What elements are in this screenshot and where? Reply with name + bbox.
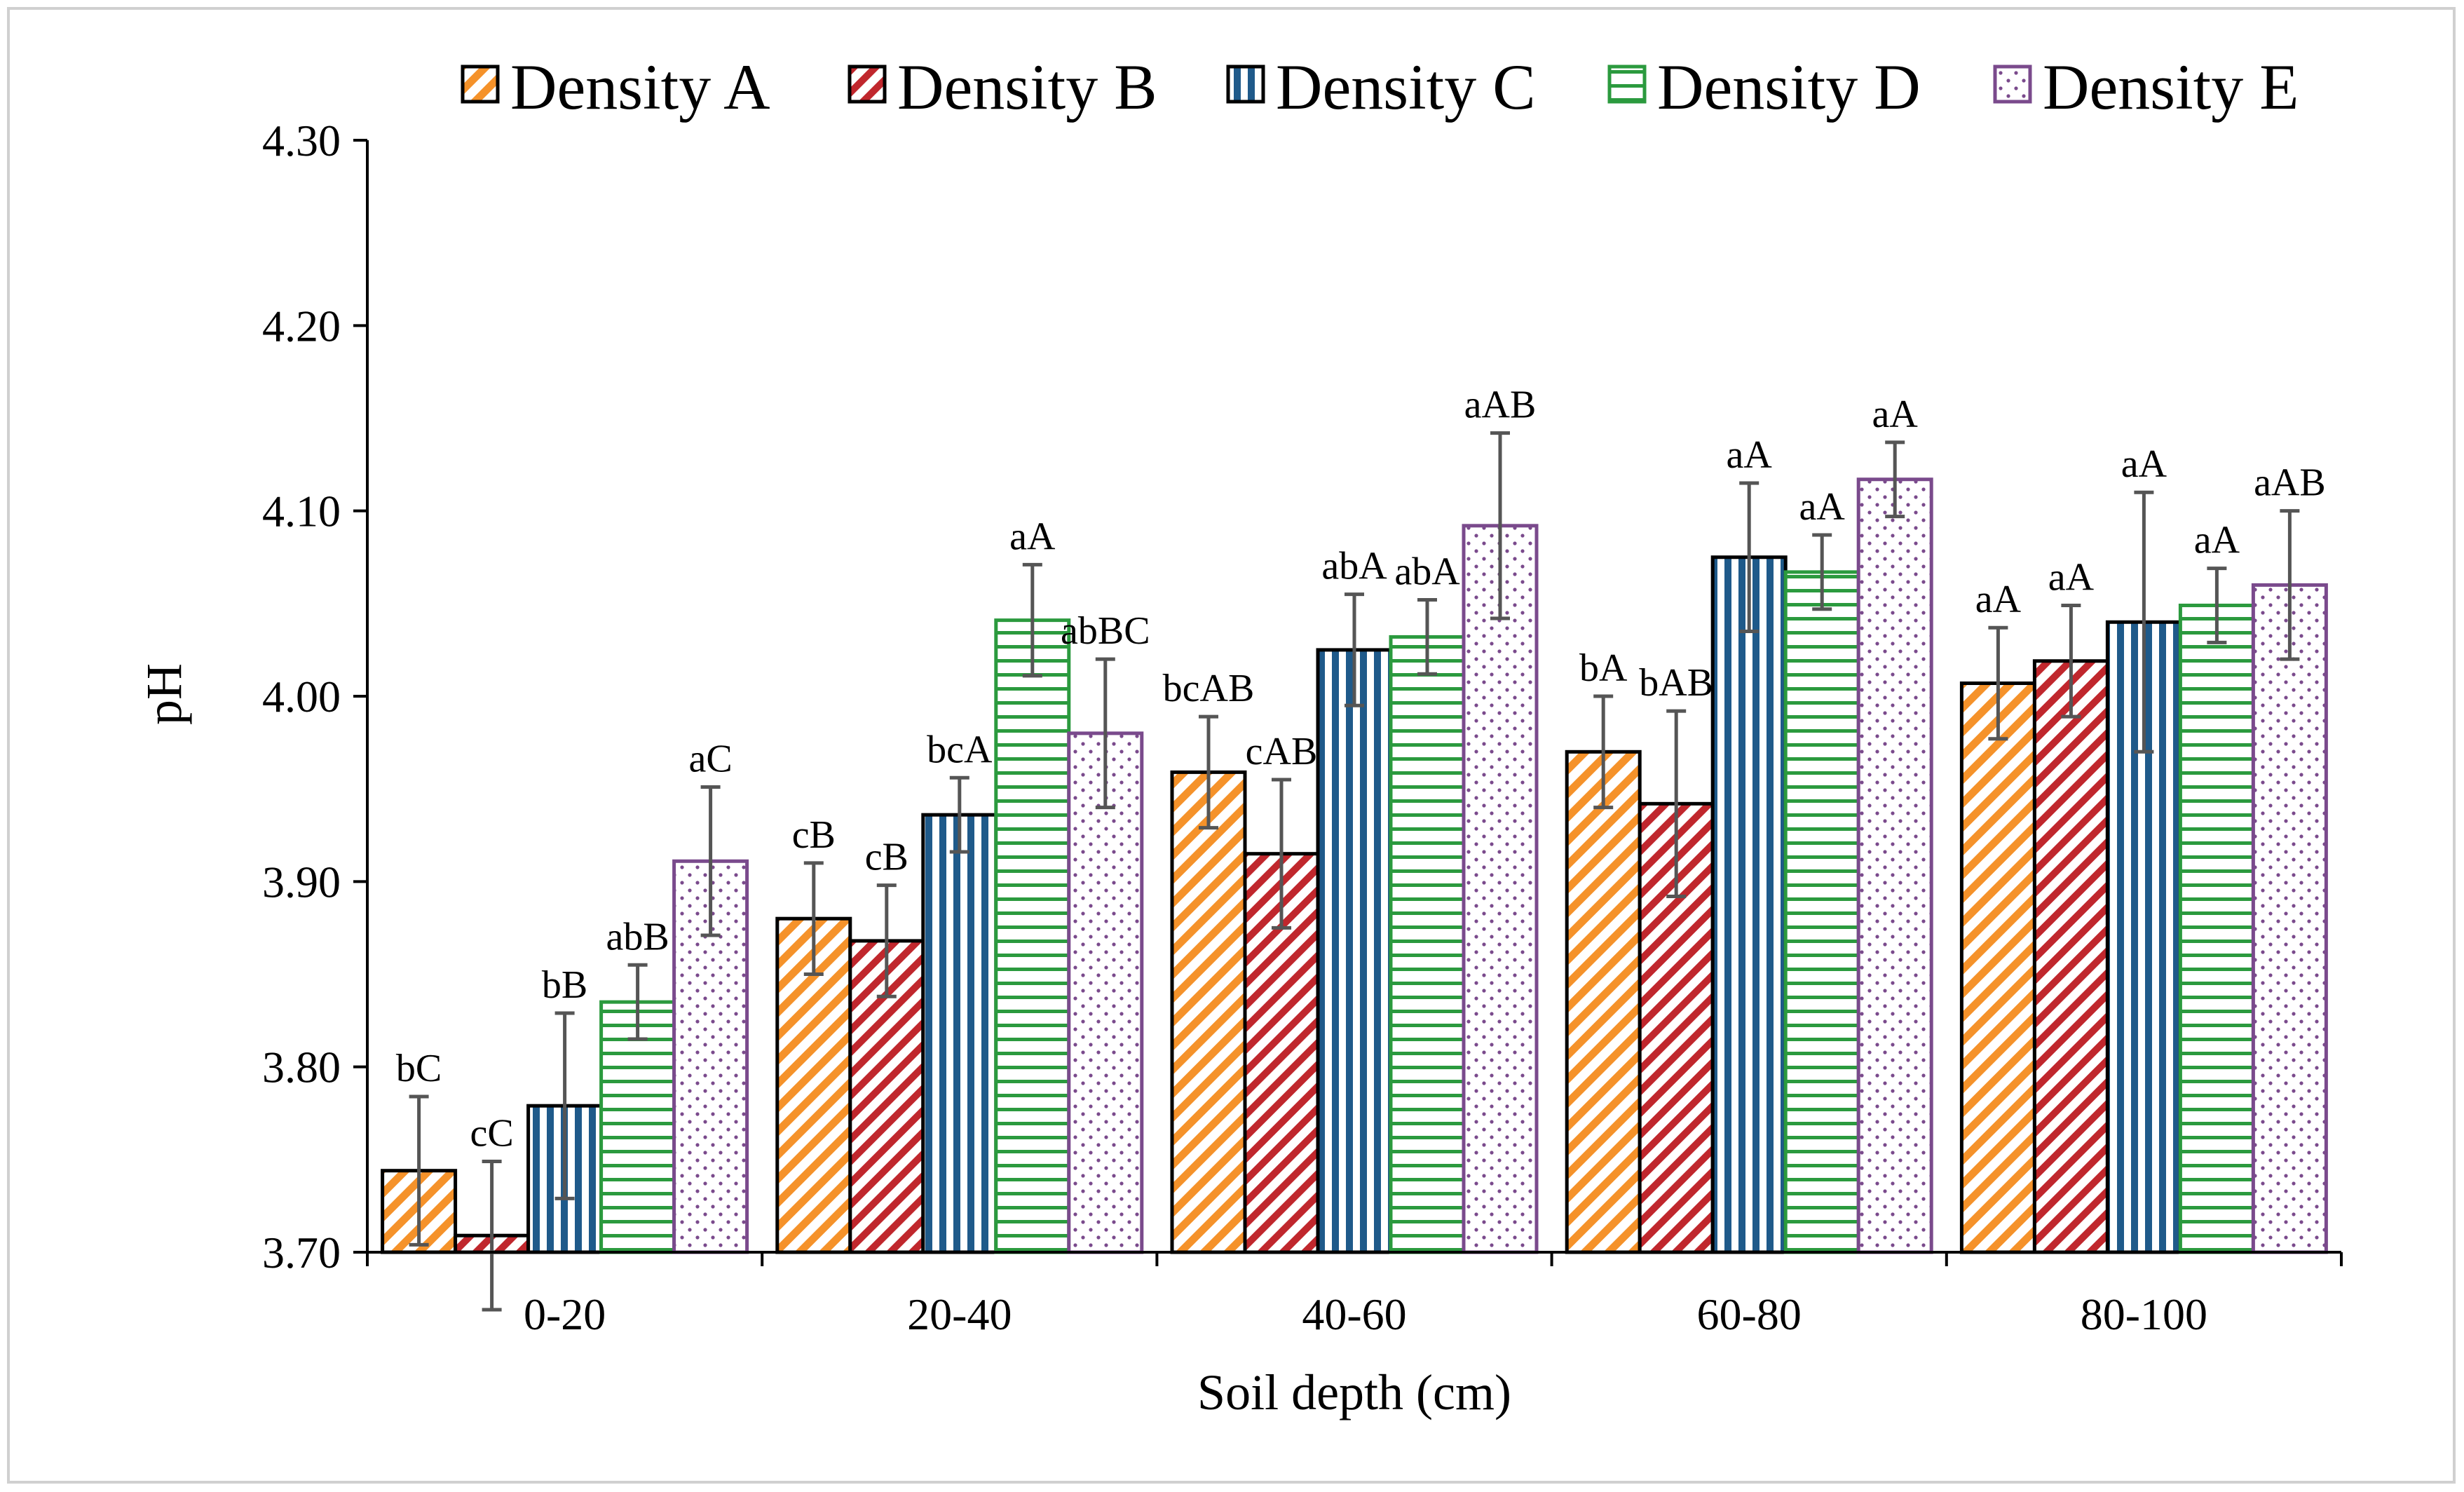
y-tick-label: 4.00 (262, 672, 341, 721)
significance-label: aA (2194, 519, 2240, 562)
y-tick-label: 4.30 (262, 116, 341, 165)
legend-label: Density C (1276, 51, 1536, 123)
significance-label: aA (1799, 485, 1846, 529)
significance-label: cB (865, 836, 908, 879)
x-tick-label: 40-60 (1302, 1289, 1406, 1339)
bar-density-d-60-80 (1783, 570, 1860, 1254)
legend-swatch-density-c (1226, 65, 1265, 104)
significance-label: aC (688, 738, 732, 781)
bar-density-e-80-100 (2251, 583, 2328, 1254)
legend-swatch-density-b (848, 65, 887, 104)
significance-label: bAB (1639, 661, 1713, 705)
x-axis-ticks: 0-20 20-40 40-60 60-80 80-100 (366, 1252, 2343, 1339)
significance-label: aA (1009, 515, 1056, 558)
bar-density-a-80-100 (1959, 681, 2036, 1254)
significance-label: bA (1579, 646, 1628, 690)
significance-label: abB (606, 915, 669, 958)
significance-label: abBC (1061, 609, 1150, 653)
significance-label: aA (2121, 442, 2167, 486)
x-tick-label: 20-40 (907, 1289, 1012, 1339)
legend-label: Density E (2043, 51, 2299, 123)
significance-label: aA (2048, 555, 2095, 599)
bar-density-e-60-80 (1856, 477, 1933, 1254)
legend-swatch-density-a (461, 65, 500, 104)
bar-density-d-0-20 (599, 1000, 676, 1254)
significance-label: cB (792, 813, 836, 857)
bar-density-e-40-60 (1462, 524, 1539, 1254)
significance-label: abA (1321, 545, 1387, 588)
legend: Density A Density B Density C Density D Dens… (461, 51, 2299, 123)
significance-label: aA (1975, 578, 2022, 621)
significance-label: bB (542, 963, 587, 1007)
legend-label: Density A (510, 51, 770, 123)
x-tick-label: 80-100 (2081, 1289, 2207, 1339)
y-tick-label: 4.20 (262, 301, 341, 351)
bar-density-d-80-100 (2178, 603, 2255, 1254)
legend-swatch-density-e (1993, 65, 2032, 104)
x-tick-label: 0-20 (524, 1289, 606, 1339)
bar-density-d-20-40 (994, 618, 1071, 1254)
significance-label: bC (396, 1047, 442, 1090)
bar-density-b-80-100 (2032, 659, 2109, 1254)
x-tick-label: 60-80 (1697, 1289, 1802, 1339)
bar-density-c-40-60 (1316, 648, 1393, 1254)
bar-density-d-40-60 (1389, 635, 1466, 1254)
y-tick-label: 3.70 (262, 1228, 341, 1277)
significance-label: aA (1872, 393, 1919, 436)
legend-swatch-density-d (1607, 65, 1647, 104)
plot-area: bC cB bcAB bA aA cC cB cAB bAB aA bB bcA abA aA aA abB a… (381, 384, 2328, 1312)
significance-label: aAB (2254, 461, 2326, 505)
significance-label: cAB (1246, 730, 1318, 773)
bar-density-e-20-40 (1067, 731, 1144, 1254)
bar-density-a-40-60 (1170, 770, 1247, 1254)
x-axis-title: Soil depth (cm) (1197, 1364, 1511, 1420)
legend-label: Density D (1657, 51, 1921, 123)
significance-label: bcA (927, 728, 993, 771)
y-axis-ticks: 3.70 3.80 3.90 4.00 4.10 4.20 4.30 (262, 116, 367, 1277)
bar-density-c-20-40 (921, 813, 998, 1254)
legend-label: Density B (897, 51, 1157, 123)
significance-label: aAB (1464, 384, 1537, 427)
significance-label: bcAB (1163, 667, 1255, 710)
bar-density-a-60-80 (1565, 750, 1642, 1254)
y-tick-label: 3.90 (262, 857, 341, 907)
significance-label: cC (470, 1111, 513, 1155)
significance-label: abA (1394, 550, 1460, 594)
bar-density-c-60-80 (1710, 555, 1788, 1254)
significance-label: aA (1727, 433, 1773, 477)
y-axis-title: pH (136, 663, 192, 725)
y-tick-label: 3.80 (262, 1043, 341, 1092)
y-tick-label: 4.10 (262, 487, 341, 536)
